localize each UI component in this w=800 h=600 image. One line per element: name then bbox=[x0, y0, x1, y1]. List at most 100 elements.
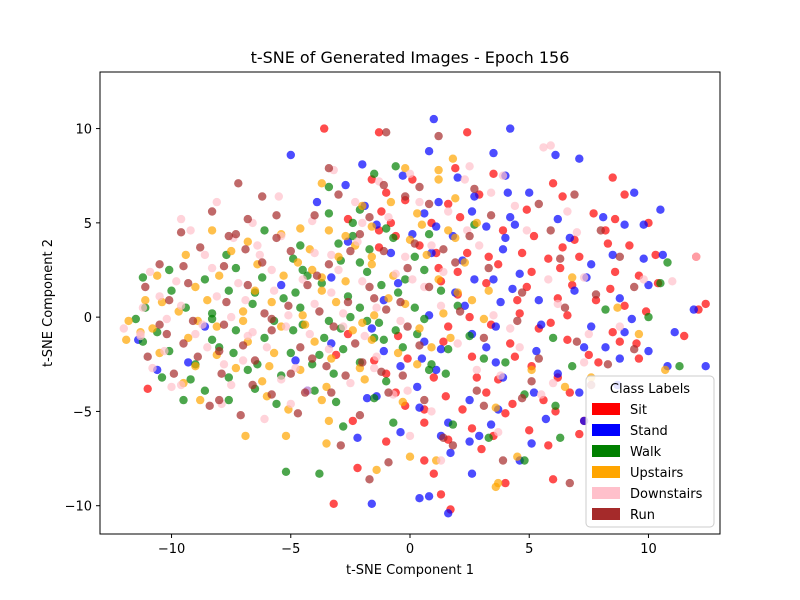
point-walk-10 bbox=[296, 241, 305, 250]
point-sit-85 bbox=[353, 463, 362, 473]
point-walk-70 bbox=[224, 373, 233, 382]
point-run-25 bbox=[219, 262, 229, 271]
point-downstairs-114 bbox=[506, 324, 515, 333]
point-run-103 bbox=[267, 314, 276, 324]
point-stand-74 bbox=[553, 369, 562, 378]
point-stand-38 bbox=[393, 279, 403, 288]
point-downstairs-3 bbox=[405, 169, 415, 178]
point-sit-19 bbox=[575, 252, 584, 261]
point-walk-83 bbox=[551, 401, 560, 410]
point-stand-8 bbox=[341, 180, 350, 190]
point-sit-115 bbox=[584, 350, 593, 360]
point-downstairs-18 bbox=[186, 226, 195, 235]
point-sit-45 bbox=[515, 309, 524, 318]
point-stand-68 bbox=[644, 346, 653, 356]
point-downstairs-42 bbox=[176, 301, 186, 310]
point-sit-58 bbox=[403, 354, 412, 363]
point-downstairs-28 bbox=[145, 267, 155, 277]
point-sit-93 bbox=[374, 128, 384, 137]
point-downstairs-108 bbox=[396, 316, 405, 326]
legend-swatch-upstairs bbox=[592, 466, 620, 478]
point-walk-5 bbox=[382, 224, 391, 233]
point-sit-55 bbox=[506, 339, 515, 348]
point-run-52 bbox=[238, 341, 248, 350]
point-walk-111 bbox=[479, 354, 489, 363]
point-upstairs-99 bbox=[238, 316, 248, 326]
point-stand-70 bbox=[291, 356, 300, 365]
point-run-34 bbox=[365, 282, 374, 292]
point-downstairs-88 bbox=[465, 162, 474, 171]
point-upstairs-8 bbox=[324, 226, 334, 235]
point-sit-104 bbox=[522, 205, 531, 214]
point-stand-37 bbox=[327, 273, 336, 282]
point-walk-94 bbox=[663, 258, 672, 267]
point-downstairs-100 bbox=[472, 365, 481, 375]
point-run-39 bbox=[343, 297, 353, 307]
point-stand-110 bbox=[570, 286, 579, 295]
point-sit-25 bbox=[453, 267, 462, 277]
point-sit-120 bbox=[546, 318, 555, 327]
point-walk-45 bbox=[420, 314, 429, 324]
point-downstairs-63 bbox=[176, 380, 186, 390]
point-downstairs-90 bbox=[489, 311, 498, 320]
point-downstairs-41 bbox=[138, 303, 148, 312]
point-stand-57 bbox=[491, 322, 500, 331]
point-run-80 bbox=[572, 337, 582, 346]
point-run-31 bbox=[184, 279, 193, 288]
point-downstairs-84 bbox=[668, 277, 677, 286]
point-upstairs-63 bbox=[327, 354, 336, 363]
point-upstairs-42 bbox=[467, 296, 477, 305]
point-upstairs-34 bbox=[317, 286, 326, 295]
point-stand-103 bbox=[367, 499, 376, 508]
point-run-82 bbox=[603, 360, 613, 369]
point-walk-23 bbox=[200, 275, 210, 284]
point-run-9 bbox=[207, 207, 217, 216]
point-stand-1 bbox=[506, 124, 515, 133]
point-run-106 bbox=[377, 367, 386, 376]
point-sit-97 bbox=[558, 192, 567, 201]
point-downstairs-27 bbox=[475, 241, 484, 250]
point-stand-61 bbox=[670, 328, 679, 337]
point-run-59 bbox=[308, 354, 317, 363]
x-tick-label: 5 bbox=[525, 542, 533, 557]
point-upstairs-75 bbox=[196, 395, 205, 405]
point-walk-99 bbox=[548, 333, 558, 343]
point-stand-73 bbox=[491, 358, 500, 367]
point-stand-23 bbox=[656, 205, 665, 214]
point-run-10 bbox=[243, 214, 252, 224]
point-run-12 bbox=[365, 213, 374, 222]
point-downstairs-115 bbox=[553, 299, 562, 309]
point-walk-9 bbox=[334, 239, 343, 248]
point-upstairs-105 bbox=[479, 314, 489, 324]
point-downstairs-58 bbox=[324, 345, 334, 354]
y-tick-label: 5 bbox=[84, 217, 92, 232]
y-tick-label: 10 bbox=[75, 123, 92, 138]
x-tick-label: −5 bbox=[281, 542, 300, 557]
point-upstairs-71 bbox=[258, 377, 267, 386]
point-upstairs-69 bbox=[413, 360, 422, 369]
point-downstairs-30 bbox=[267, 265, 276, 275]
point-upstairs-50 bbox=[212, 322, 221, 331]
point-run-44 bbox=[382, 305, 391, 314]
point-downstairs-97 bbox=[522, 226, 531, 235]
point-stand-43 bbox=[608, 250, 617, 260]
point-sit-88 bbox=[501, 478, 510, 488]
point-walk-16 bbox=[355, 258, 365, 267]
point-walk-40 bbox=[131, 314, 140, 324]
point-walk-74 bbox=[200, 386, 210, 395]
point-downstairs-48 bbox=[284, 311, 293, 320]
point-sit-81 bbox=[382, 437, 391, 446]
point-walk-79 bbox=[224, 395, 233, 405]
point-downstairs-25 bbox=[310, 248, 319, 258]
point-stand-36 bbox=[639, 220, 648, 229]
point-upstairs-24 bbox=[308, 265, 317, 275]
point-sit-94 bbox=[463, 128, 472, 137]
point-run-18 bbox=[465, 231, 474, 241]
point-downstairs-56 bbox=[203, 343, 212, 352]
point-sit-20 bbox=[603, 239, 613, 248]
point-run-5 bbox=[234, 179, 243, 188]
point-sit-68 bbox=[441, 392, 450, 401]
point-walk-97 bbox=[568, 362, 577, 371]
point-sit-86 bbox=[420, 456, 429, 465]
point-sit-51 bbox=[608, 328, 617, 337]
